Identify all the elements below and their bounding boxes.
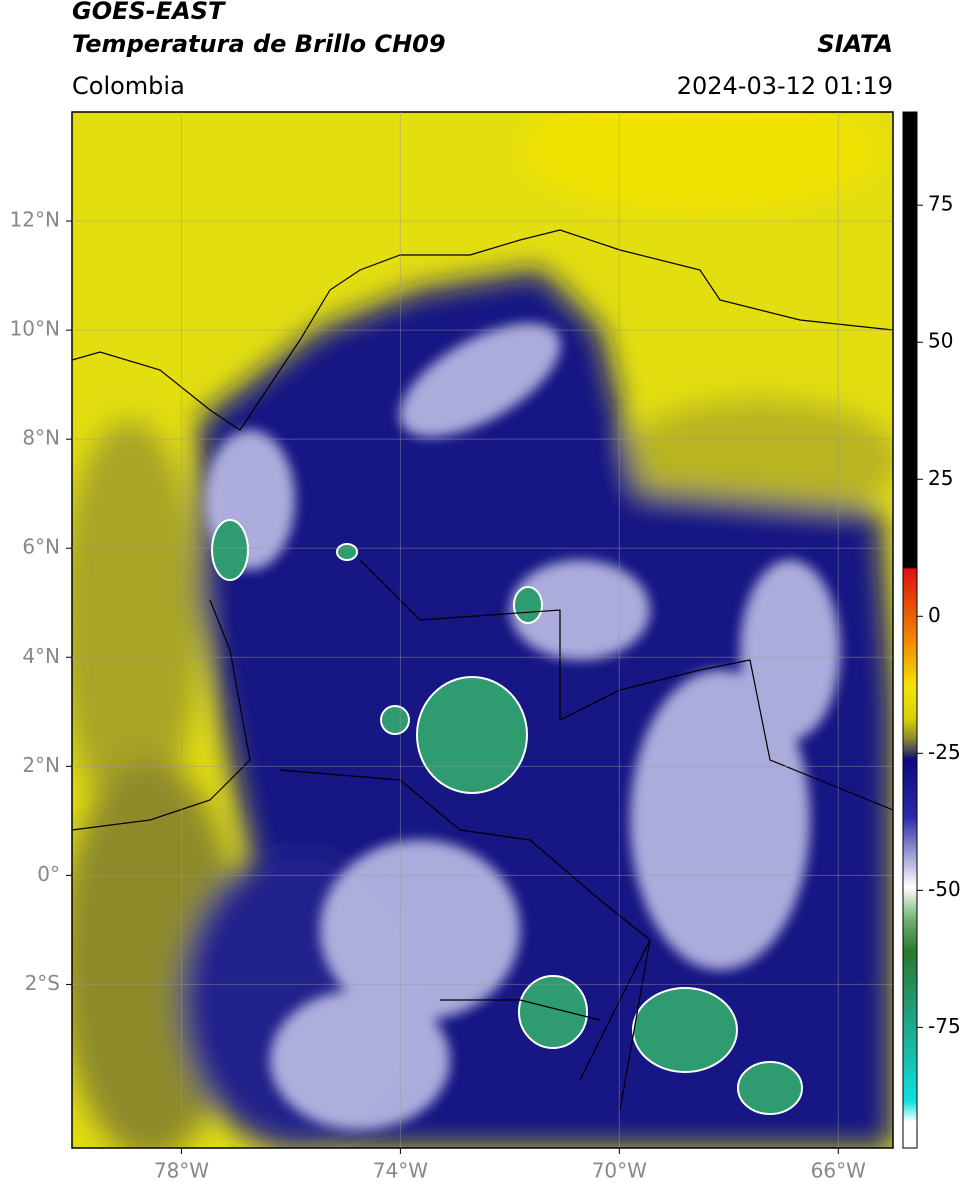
x-tick-label: 74°W: [373, 1159, 428, 1183]
satellite-title: GOES-EAST: [72, 0, 226, 25]
datetime-label: 2024-03-12 01:19: [677, 72, 893, 100]
source-label: SIATA: [817, 30, 893, 58]
colorbar: [902, 111, 918, 1149]
y-tick-label: 6°N: [22, 535, 60, 559]
x-tick-label: 78°W: [154, 1159, 209, 1183]
region-label: Colombia: [72, 72, 185, 100]
y-tick-label: 10°N: [10, 317, 60, 341]
x-tick-label: 70°W: [592, 1159, 647, 1183]
colorbar-tick-label: 75: [928, 192, 953, 216]
x-tick-label: 66°W: [811, 1159, 866, 1183]
colorbar-tick-label: 50: [928, 329, 953, 353]
y-tick-label: 8°N: [22, 426, 60, 450]
product-title: Temperatura de Brillo CH09: [72, 30, 446, 58]
colorbar-tick-label: 25: [928, 466, 953, 490]
y-tick-label: 2°S: [25, 971, 60, 995]
satellite-image: [72, 112, 893, 1148]
colorbar-tick-label: -50: [928, 877, 961, 901]
colorbar-tick-label: -75: [928, 1014, 961, 1038]
colorbar-tick-label: 0: [928, 603, 941, 627]
y-tick-label: 12°N: [10, 208, 60, 232]
colorbar-tick-label: -25: [928, 740, 961, 764]
y-tick-label: 4°N: [22, 644, 60, 668]
map-frame: [71, 111, 894, 1149]
y-tick-label: 2°N: [22, 753, 60, 777]
y-tick-label: 0°: [37, 862, 60, 886]
